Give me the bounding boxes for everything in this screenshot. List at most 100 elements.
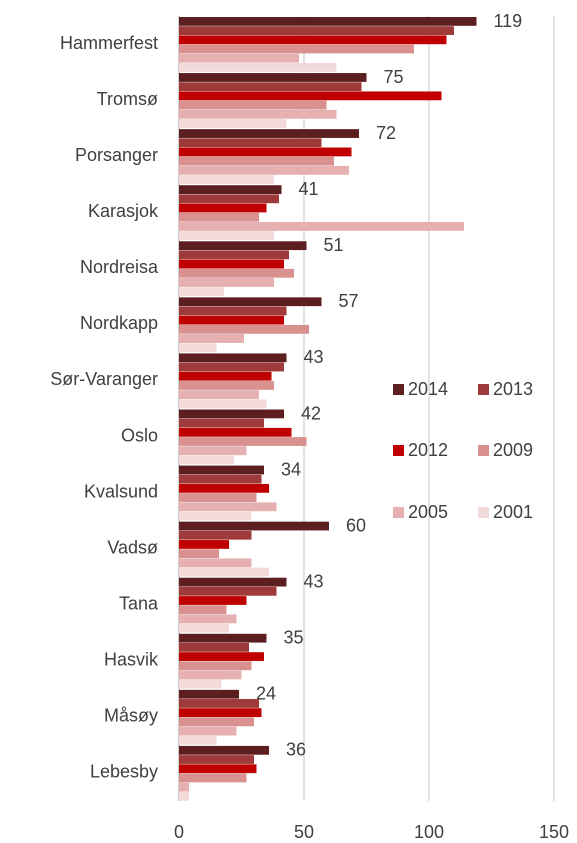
category-label: Porsanger: [75, 145, 158, 165]
bar: [179, 100, 327, 110]
bar: [179, 17, 477, 26]
bar: [179, 623, 229, 633]
data-label: 72: [376, 123, 396, 143]
bar: [179, 493, 257, 502]
bar: [179, 717, 254, 727]
bar: [179, 287, 224, 297]
bar: [179, 222, 464, 231]
bar: [179, 735, 217, 745]
legend-label: 2014: [408, 379, 448, 399]
bar: [179, 418, 264, 428]
bar: [179, 679, 222, 689]
data-label: 42: [301, 403, 321, 423]
category-label: Hammerfest: [60, 33, 158, 53]
category-label: Kvalsund: [84, 481, 158, 501]
data-label: 43: [304, 571, 324, 591]
bar: [179, 241, 307, 251]
x-tick-label: 150: [539, 822, 569, 842]
legend-swatch: [393, 445, 404, 456]
bar: [179, 521, 329, 531]
data-label: 51: [324, 235, 344, 255]
bar: [179, 194, 279, 204]
data-label: 35: [284, 628, 304, 648]
bar: [179, 185, 282, 195]
legend-label: 2005: [408, 502, 448, 522]
category-label: Måsøy: [104, 706, 158, 726]
bar: [179, 147, 352, 157]
category-label: Hasvik: [104, 650, 159, 670]
bar: [179, 63, 337, 72]
category-label: Lebesby: [90, 762, 158, 782]
bar: [179, 605, 227, 615]
bar: [179, 427, 292, 437]
legend-swatch: [393, 384, 404, 395]
category-label: Tromsø: [97, 89, 158, 109]
legend-swatch: [478, 445, 489, 456]
bar: [179, 231, 274, 241]
legend-label: 2009: [493, 440, 533, 460]
legend-label: 2001: [493, 502, 533, 522]
bar: [179, 755, 254, 764]
bar: [179, 596, 247, 605]
bar: [179, 315, 284, 325]
data-label: 41: [299, 179, 319, 199]
bar: [179, 511, 252, 521]
bar: [179, 791, 189, 801]
x-tick-label: 100: [414, 822, 444, 842]
bar: [179, 212, 259, 222]
bar: [179, 549, 219, 559]
bar: [179, 689, 239, 699]
bar: [179, 577, 287, 587]
bar: [179, 138, 322, 148]
category-label: Oslo: [121, 425, 158, 445]
bar: [179, 44, 414, 54]
bar: [179, 82, 362, 92]
category-label: Tana: [119, 594, 159, 614]
bar: [179, 530, 252, 540]
bar: [179, 371, 272, 381]
bar: [179, 297, 322, 307]
legend-swatch: [393, 507, 404, 518]
data-label: 43: [304, 347, 324, 367]
category-label: Nordkapp: [80, 313, 158, 333]
legend-label: 2012: [408, 440, 448, 460]
bar: [179, 119, 287, 128]
bar: [179, 91, 442, 101]
bar: [179, 129, 359, 138]
bar: [179, 399, 267, 409]
bar: [179, 35, 447, 45]
bar: [179, 586, 277, 596]
bar: [179, 250, 289, 260]
bar: [179, 175, 274, 184]
bar: [179, 53, 299, 63]
bar: [179, 268, 294, 278]
bar: [179, 390, 259, 400]
bar: [179, 670, 242, 680]
data-label: 60: [346, 515, 366, 535]
bar: [179, 446, 247, 456]
x-tick-label: 50: [294, 822, 314, 842]
data-label: 36: [286, 740, 306, 760]
data-label: 24: [256, 684, 276, 704]
bar: [179, 455, 234, 465]
bar: [179, 26, 454, 35]
bar: [179, 567, 269, 577]
bar: [179, 73, 367, 82]
bar: [179, 109, 337, 119]
bar: [179, 661, 252, 671]
bar: [179, 324, 309, 334]
bar: [179, 465, 264, 475]
bar: [179, 409, 284, 419]
bar: [179, 343, 217, 353]
bar: [179, 502, 277, 512]
bar: [179, 474, 262, 484]
bar: [179, 540, 229, 549]
bar: [179, 437, 307, 446]
bar: [179, 156, 334, 166]
bar: [179, 334, 244, 343]
data-label: 75: [384, 67, 404, 87]
category-label: Nordreisa: [80, 257, 159, 277]
category-label: Vadsø: [107, 537, 158, 557]
bar: [179, 764, 257, 774]
